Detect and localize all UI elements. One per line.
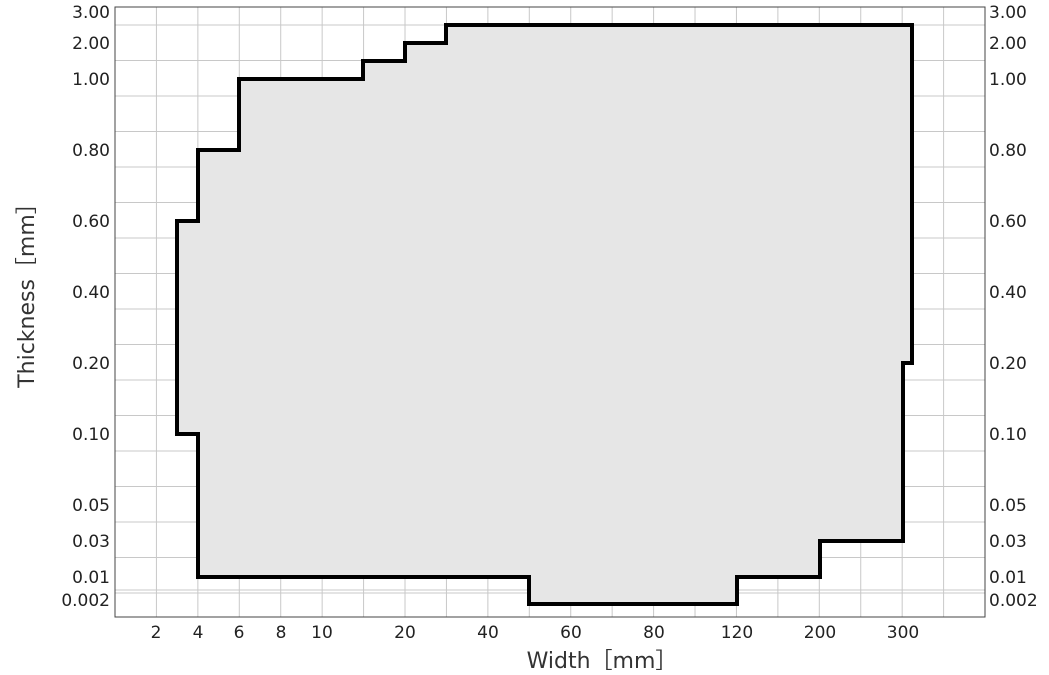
y-tick-label-left: 0.20 (72, 354, 110, 374)
y-tick-label-left: 0.01 (72, 568, 110, 588)
y-tick-label-right: 0.80 (989, 141, 1027, 161)
x-tick-label: 10 (311, 623, 333, 643)
y-tick-label-right: 0.03 (989, 532, 1027, 552)
y-tick-labels-left: 3.00 2.00 1.00 0.80 0.60 0.40 0.20 0.10 0.05 0.03… (61, 3, 110, 611)
x-tick-label: 300 (887, 623, 919, 643)
y-tick-label-right: 0.002 (989, 591, 1038, 611)
x-tick-label: 80 (643, 623, 665, 643)
x-tick-label: 4 (193, 623, 204, 643)
y-tick-label-left: 3.00 (72, 3, 110, 23)
x-tick-label: 6 (234, 623, 245, 643)
y-tick-label-left: 0.60 (72, 212, 110, 232)
y-tick-label-left: 0.002 (61, 591, 110, 611)
x-tick-label: 20 (394, 623, 416, 643)
area-layer (175, 23, 914, 606)
x-tick-label: 40 (477, 623, 499, 643)
y-tick-label-right: 1.00 (989, 70, 1027, 90)
y-tick-labels-right: 3.00 2.00 1.00 0.80 0.60 0.40 0.20 0.10 0.05 0.03… (989, 3, 1038, 611)
y-tick-label-left: 2.00 (72, 34, 110, 54)
y-tick-label-right: 2.00 (989, 34, 1027, 54)
feasible-region-fill (177, 25, 912, 604)
y-tick-label-left: 0.80 (72, 141, 110, 161)
y-tick-label-left: 0.10 (72, 425, 110, 445)
x-tick-labels: 2 4 6 8 10 20 40 60 80 120 200 300 (151, 623, 920, 643)
y-tick-label-left: 0.05 (72, 496, 110, 516)
y-tick-label-right: 0.10 (989, 425, 1027, 445)
y-axis-label: Thickness［mm］ (15, 192, 40, 389)
y-tick-label-left: 0.40 (72, 283, 110, 303)
plot-frame (114, 6, 986, 618)
feasible-region-outline (175, 23, 914, 606)
y-tick-label-right: 0.05 (989, 496, 1027, 516)
y-tick-label-right: 0.40 (989, 283, 1027, 303)
y-tick-label-left: 1.00 (72, 70, 110, 90)
x-tick-label: 60 (560, 623, 582, 643)
y-tick-label-right: 0.60 (989, 212, 1027, 232)
y-tick-label-right: 0.01 (989, 568, 1027, 588)
x-tick-label: 200 (804, 623, 836, 643)
x-tick-label: 2 (151, 623, 162, 643)
y-tick-label-left: 0.03 (72, 532, 110, 552)
x-axis-label: Width［mm］ (527, 649, 678, 674)
y-tick-label-right: 0.20 (989, 354, 1027, 374)
x-tick-label: 120 (721, 623, 753, 643)
y-tick-label-right: 3.00 (989, 3, 1027, 23)
x-tick-label: 8 (276, 623, 287, 643)
